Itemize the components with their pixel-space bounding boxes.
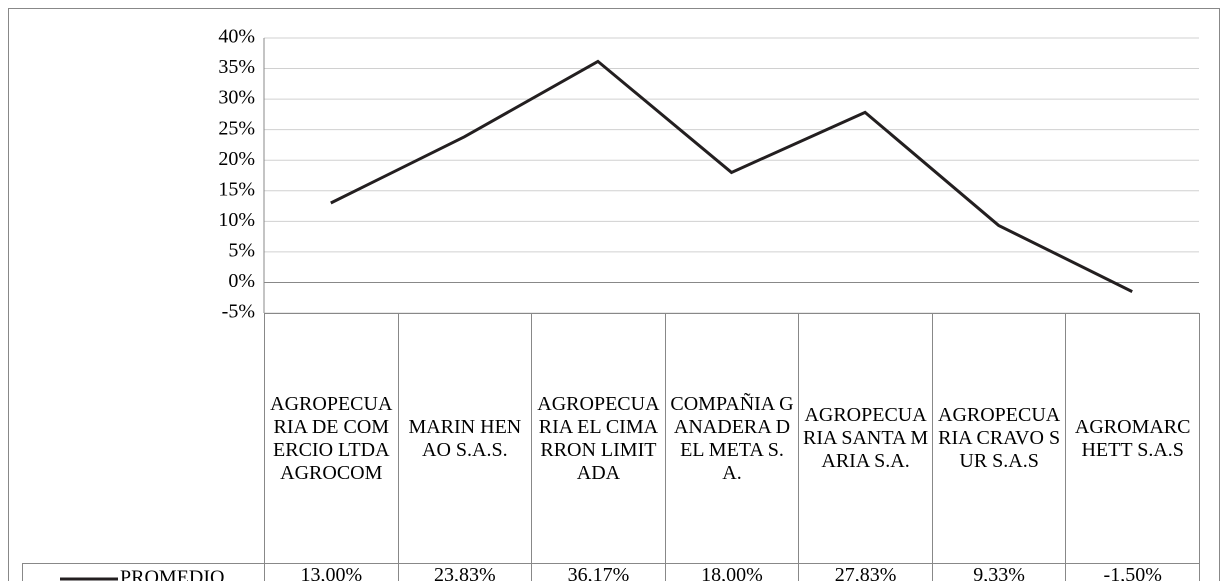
chart-border	[8, 8, 1220, 581]
category-cell: COMPAÑIA GANADERA DEL META S. A.	[664, 313, 800, 564]
y-tick-label: 5%	[228, 239, 255, 261]
legend-label: PROMEDIO	[120, 567, 224, 581]
y-tick-label: 20%	[218, 148, 255, 170]
y-tick-label: 25%	[218, 117, 255, 139]
y-tick-label: 35%	[218, 56, 255, 78]
category-cell: AGROPECUARIA EL CIMARRON LIMITADA	[531, 313, 666, 564]
series-line	[330, 59, 1133, 293]
value-cell: -1,50%	[1065, 563, 1200, 581]
y-tick-label: 30%	[218, 87, 255, 109]
category-cell: AGROPECUARIA DE COMERCIO LTDA AGROCOM	[264, 313, 399, 564]
y-tick-label: 15%	[218, 178, 255, 200]
y-tick-label: 10%	[218, 209, 255, 231]
category-cell: AGROMARCHETT S.A.S	[1065, 313, 1200, 564]
y-tick-label: -5%	[222, 301, 255, 323]
y-tick-label: 0%	[228, 270, 255, 292]
y-tick-label: 40%	[218, 26, 255, 48]
